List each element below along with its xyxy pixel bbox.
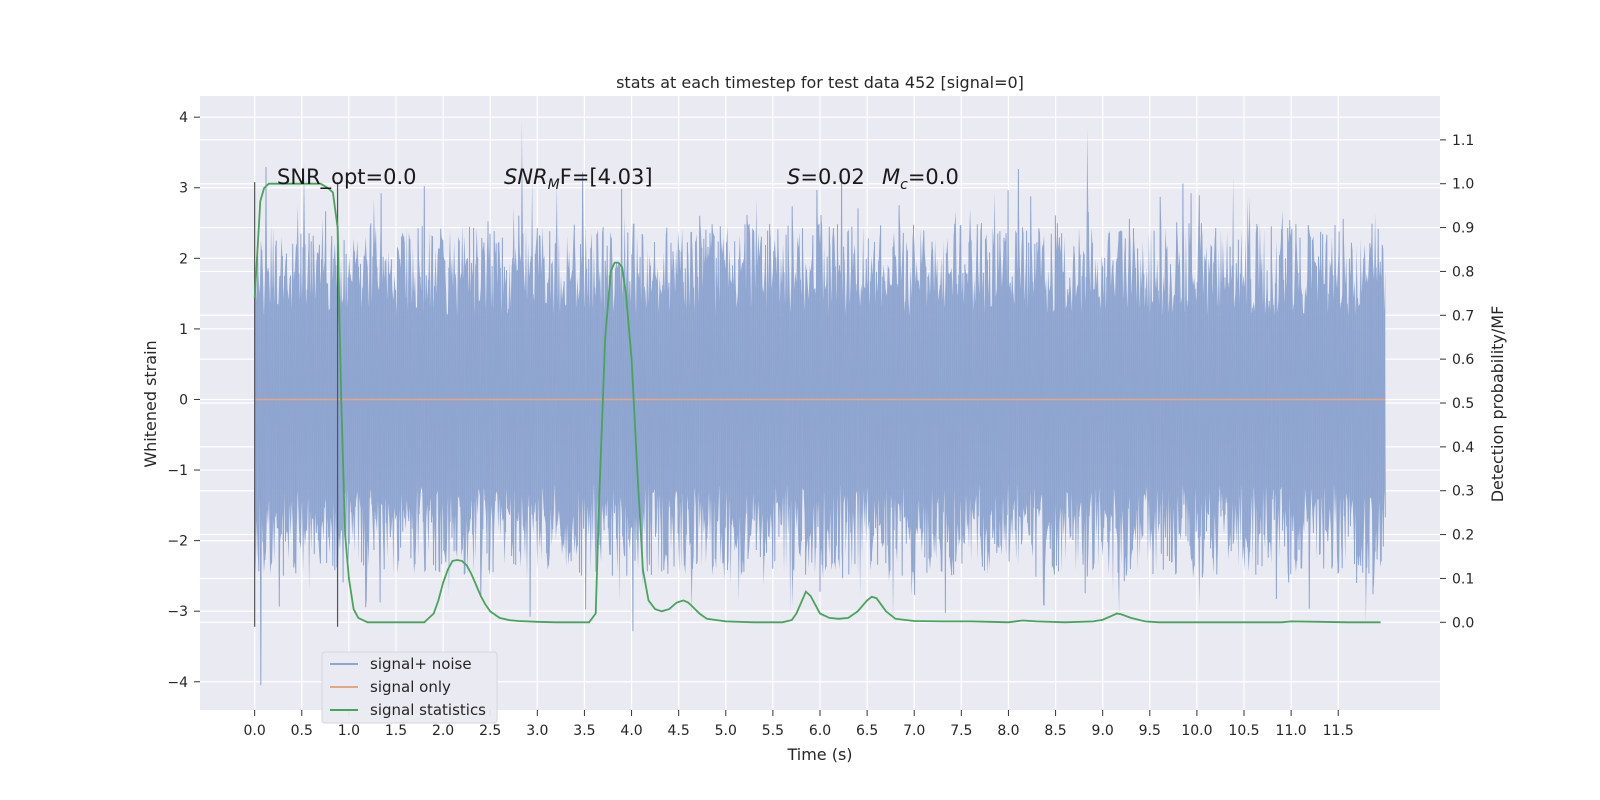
y2-tick-label: 0.5 [1452, 396, 1474, 412]
x-tick-label: 3.0 [526, 723, 548, 739]
x-tick-label: 7.5 [950, 723, 972, 739]
x-tick-label: 10.5 [1228, 723, 1259, 739]
annotation-mc-value: =0.0 [908, 165, 959, 189]
annotation-s-value: =0.02 [800, 165, 864, 189]
annotation-mc-main: M [882, 165, 900, 189]
x-tick-label: 5.5 [762, 723, 784, 739]
y-tick-label: −3 [167, 604, 188, 620]
y2-tick-label: 0.6 [1452, 352, 1474, 368]
legend-label-signal-statistics: signal statistics [370, 701, 486, 719]
x-tick-label: 4.5 [668, 723, 690, 739]
y-tick-label: 3 [179, 181, 188, 197]
y2-tick-label: 0.2 [1452, 528, 1474, 544]
y2-axis-label: Detection probability/MF [1488, 306, 1507, 503]
y2-tick-label: 0.7 [1452, 308, 1474, 324]
annotation-snr-mf-main: SNR [504, 165, 548, 189]
annotation-snr-opt: SNR_opt=0.0 [277, 165, 417, 190]
x-tick-label: 4.0 [620, 723, 642, 739]
annotation-mc-sub: c [900, 177, 908, 193]
y2-axis-ticks: 1.1 1.0 0.9 0.8 0.7 0.6 0.5 0.4 0.3 0.2 0.1 0.0 [1440, 133, 1474, 631]
x-tick-label: 11.5 [1323, 723, 1354, 739]
series-signal-statistics-line [253, 182, 1381, 624]
y2-tick-label: 0.4 [1452, 440, 1474, 456]
y-tick-label: −2 [167, 534, 188, 550]
legend-label-signal-only: signal only [370, 678, 451, 696]
annotation-mc: Mc=0.0 [882, 165, 959, 193]
y-tick-label: 0 [179, 392, 188, 408]
legend: signal+ noise signal only signal statist… [321, 651, 498, 724]
x-tick-label: 1.5 [385, 723, 407, 739]
legend-label-signal-noise: signal+ noise [370, 655, 472, 673]
y-axis-label: Whitened strain [141, 340, 160, 467]
x-tick-label: 9.0 [1092, 723, 1114, 739]
y2-tick-label: 0.9 [1452, 221, 1474, 237]
x-axis-ticks: 0.0 0.5 1.0 1.5 2.0 2.5 3.0 3.5 4.0 4.5 5.0 5.5 6.0 6… [244, 710, 1354, 739]
x-tick-label: 11.0 [1276, 723, 1307, 739]
y-tick-label: 4 [179, 110, 188, 126]
y2-tick-label: 0.8 [1452, 264, 1474, 280]
y-axis-ticks: 4 3 2 1 0 −1 −2 −3 −4 [167, 110, 200, 691]
annotation-snr-mf-rest: F=[4.03] [560, 165, 653, 189]
x-tick-label: 5.0 [715, 723, 737, 739]
annotation-snr-mf-sub: M [548, 177, 560, 193]
x-tick-label: 9.5 [1139, 723, 1161, 739]
y2-tick-label: 1.0 [1452, 177, 1474, 193]
x-tick-label: 0.5 [291, 723, 313, 739]
chart-title: stats at each timestep for test data 452… [616, 73, 1024, 92]
y2-tick-label: 0.1 [1452, 571, 1474, 587]
y-tick-label: 2 [179, 251, 188, 267]
y-tick-label: −1 [167, 463, 188, 479]
x-tick-label: 8.0 [997, 723, 1019, 739]
legend-box [321, 651, 498, 724]
x-tick-label: 6.0 [809, 723, 831, 739]
x-tick-label: 10.0 [1181, 723, 1212, 739]
annotation-s: S=0.02 [787, 165, 865, 189]
x-tick-label: 2.5 [479, 723, 501, 739]
y2-tick-label: 0.0 [1452, 615, 1474, 631]
x-tick-label: 6.5 [856, 723, 878, 739]
x-axis-label: Time (s) [786, 745, 852, 764]
series-signal-noise-line [254, 166, 1386, 686]
y2-tick-label: 0.3 [1452, 484, 1474, 500]
annotation-snr-mf: SNRMF=[4.03] [504, 165, 653, 193]
y-tick-label: −4 [167, 675, 188, 691]
x-tick-label: 3.5 [573, 723, 595, 739]
x-tick-label: 1.0 [338, 723, 360, 739]
y2-tick-label: 1.1 [1452, 133, 1474, 149]
x-tick-label: 7.0 [903, 723, 925, 739]
x-tick-label: 0.0 [244, 723, 266, 739]
x-tick-label: 2.0 [432, 723, 454, 739]
y-tick-label: 1 [179, 322, 188, 338]
x-tick-label: 8.5 [1044, 723, 1066, 739]
annotation-s-label: S [787, 165, 800, 189]
